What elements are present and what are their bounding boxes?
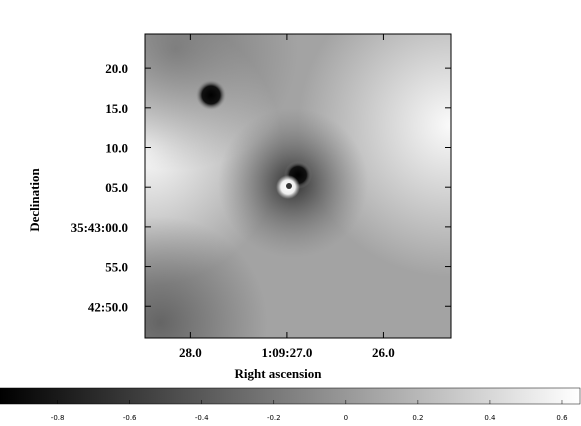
colorbar-tick-label: 0.2 — [412, 414, 423, 422]
y-tick-label: 55.0 — [105, 260, 128, 275]
x-tick-label: 28.0 — [179, 345, 202, 360]
colorbar-tick-label: -0.8 — [51, 414, 65, 422]
y-tick-label: 15.0 — [105, 101, 128, 116]
y-tick-label: 20.0 — [105, 61, 128, 76]
colorbar-tick-label: 0.4 — [484, 414, 496, 422]
x-tick-label: 26.0 — [372, 345, 395, 360]
colorbar-tick-label: -0.2 — [267, 414, 281, 422]
colorbar — [0, 387, 581, 405]
colorbar-tick-label: 0 — [344, 414, 348, 422]
y-tick-label: 10.0 — [105, 141, 128, 156]
sky-image — [145, 34, 451, 338]
y-tick-label: 05.0 — [105, 180, 128, 195]
y-axis-label: Declination — [27, 167, 42, 231]
x-tick-label: 1:09:27.0 — [261, 345, 312, 360]
colorbar-tick-label: -0.6 — [123, 414, 137, 422]
y-tick-label: 35:43:00.0 — [71, 220, 128, 235]
colorbar-tick-label: -0.4 — [195, 414, 209, 422]
x-axis-label: Right ascension — [234, 366, 322, 381]
plot-frame — [144, 33, 452, 339]
y-tick-label: 42:50.0 — [88, 299, 128, 314]
colorbar-tick-label: 0.6 — [556, 414, 568, 422]
